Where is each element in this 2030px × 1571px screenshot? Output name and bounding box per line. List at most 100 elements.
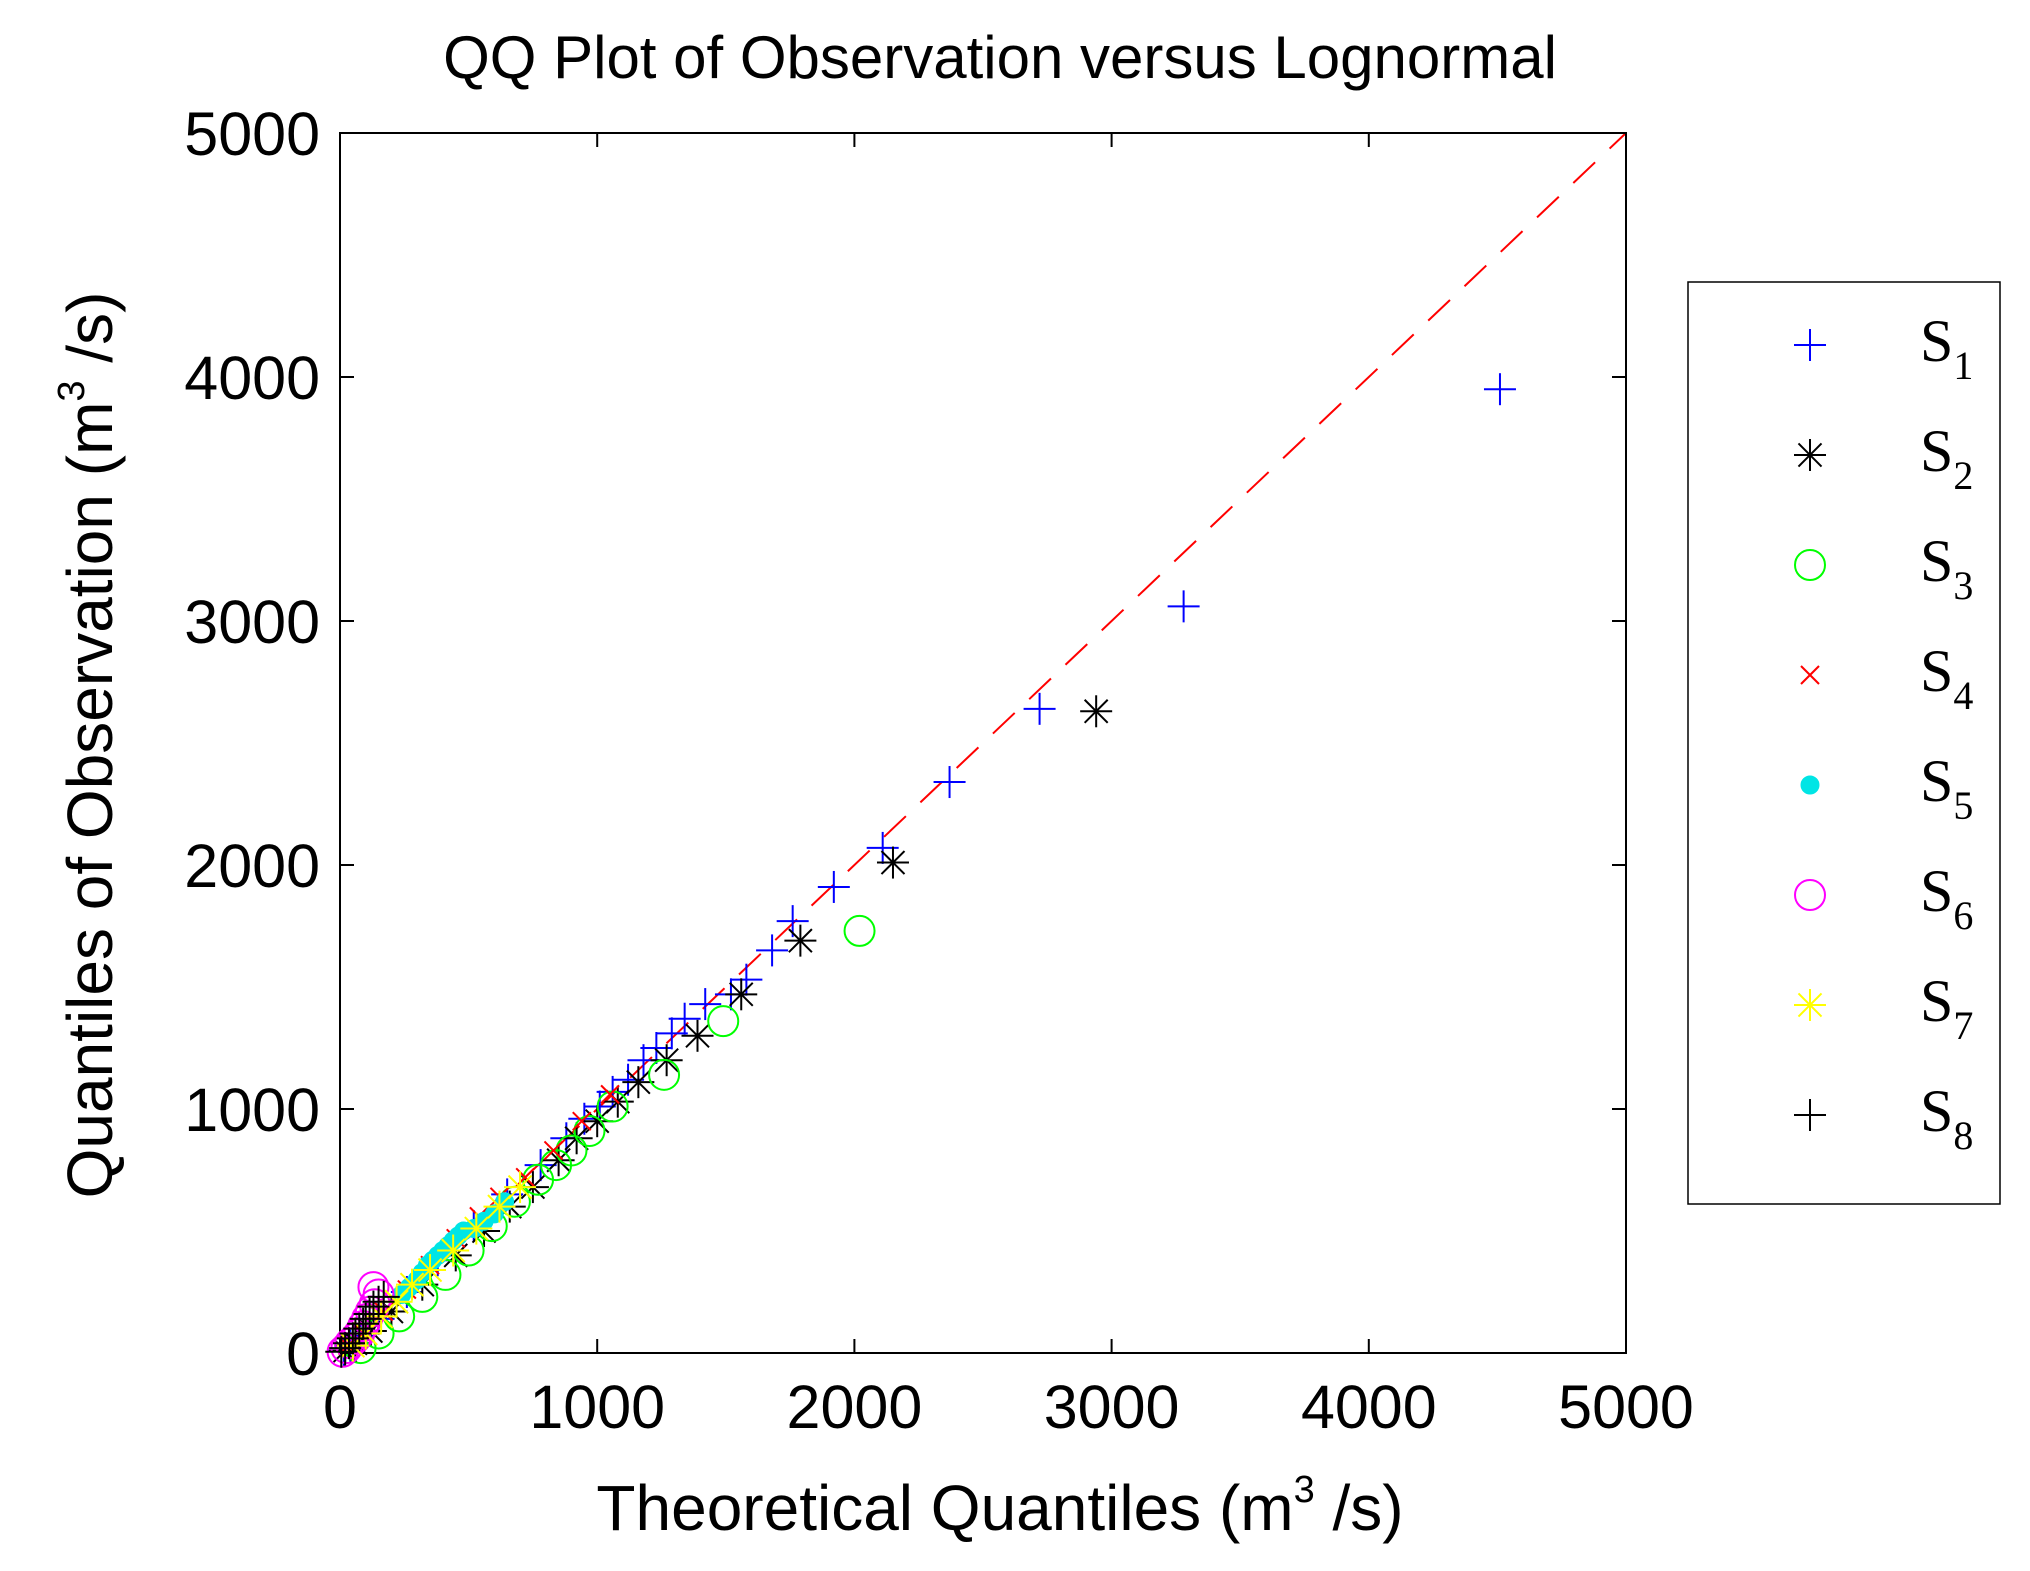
data-point bbox=[681, 1019, 714, 1052]
data-point bbox=[756, 934, 789, 967]
legend-marker bbox=[1794, 1099, 1826, 1131]
data-point bbox=[725, 978, 758, 1011]
data-point bbox=[362, 1285, 395, 1318]
legend-marker bbox=[1794, 989, 1826, 1021]
x-axis-label-prefix: Theoretical Quantiles (m bbox=[596, 1472, 1293, 1544]
legend-label-sub: 3 bbox=[1953, 563, 1973, 608]
x-tick-label: 4000 bbox=[1301, 1373, 1437, 1441]
legend-item: S8 bbox=[1794, 1078, 1973, 1158]
y-axis-label-suffix: /s) bbox=[54, 292, 126, 381]
y-tick-label: 5000 bbox=[184, 100, 320, 168]
y-axis-label: Quantiles of Observation (m3 /s) bbox=[51, 292, 126, 1199]
data-point bbox=[367, 1280, 400, 1313]
x-tick-label: 0 bbox=[323, 1373, 357, 1441]
y-tick-label: 0 bbox=[286, 1320, 320, 1388]
legend-label-name: S bbox=[1920, 858, 1953, 924]
legend-item: S7 bbox=[1794, 968, 1973, 1048]
legend-label: S2 bbox=[1920, 418, 1973, 498]
data-point bbox=[396, 1268, 429, 1301]
legend-marker bbox=[1794, 329, 1826, 361]
x-axis-label: Theoretical Quantiles (m3 /s) bbox=[596, 1469, 1403, 1544]
data-point bbox=[655, 1017, 688, 1050]
legend-label-name: S bbox=[1920, 308, 1953, 374]
data-point bbox=[876, 846, 909, 879]
data-point bbox=[572, 1111, 592, 1131]
data-point bbox=[784, 924, 817, 957]
legend-label-name: S bbox=[1920, 528, 1953, 594]
data-point bbox=[707, 1005, 740, 1038]
legend-label-sub: 4 bbox=[1953, 673, 1973, 718]
legend-label-sub: 6 bbox=[1953, 893, 1973, 938]
data-point bbox=[1167, 590, 1200, 623]
x-axis-ticks: 0 1000 2000 3000 4000 5000 bbox=[323, 133, 1694, 1441]
legend-label-name: S bbox=[1920, 748, 1953, 814]
legend-item: S3 bbox=[1794, 528, 1973, 608]
data-point bbox=[648, 1058, 681, 1091]
chart-title: QQ Plot of Observation versus Lognormal bbox=[443, 24, 1557, 91]
x-axis-label-sup: 3 bbox=[1294, 1469, 1315, 1511]
legend-label: S3 bbox=[1920, 528, 1973, 608]
y-axis-label-prefix: Quantiles of Observation (m bbox=[54, 402, 126, 1199]
legend-item: S4 bbox=[1800, 638, 1973, 718]
legend-label: S5 bbox=[1920, 748, 1973, 828]
legend-label: S6 bbox=[1920, 858, 1973, 938]
data-point bbox=[1080, 695, 1113, 728]
legend-label-sub: 1 bbox=[1953, 343, 1973, 388]
legend-label: S7 bbox=[1920, 968, 1973, 1048]
data-point bbox=[437, 1234, 470, 1267]
legend-label-sub: 8 bbox=[1953, 1113, 1973, 1158]
data-point bbox=[843, 914, 876, 947]
legend-marker bbox=[1800, 665, 1820, 685]
legend-marker bbox=[1794, 439, 1826, 471]
data-point bbox=[353, 1297, 386, 1330]
legend-label-sub: 2 bbox=[1953, 453, 1973, 498]
y-tick-label: 1000 bbox=[184, 1076, 320, 1144]
plot-area: 0 1000 2000 3000 4000 5000 0 1000 2000 3000 4000 5… bbox=[184, 100, 1694, 1441]
legend-marker bbox=[1800, 775, 1820, 795]
legend-item: S6 bbox=[1794, 858, 1973, 938]
y-axis-label-sup: 3 bbox=[51, 380, 93, 401]
data-point bbox=[414, 1254, 447, 1287]
legend-marker bbox=[1794, 879, 1826, 911]
data-point bbox=[504, 1171, 537, 1204]
legend-label-name: S bbox=[1920, 1078, 1953, 1144]
data-point bbox=[460, 1212, 493, 1245]
y-tick-label: 4000 bbox=[184, 344, 320, 412]
legend-marker bbox=[1794, 549, 1826, 581]
x-tick-label: 1000 bbox=[529, 1373, 665, 1441]
reference-line bbox=[339, 132, 1627, 1354]
data-point bbox=[555, 1134, 588, 1167]
legend-label-sub: 5 bbox=[1953, 783, 1973, 828]
data-point bbox=[543, 1140, 564, 1161]
data-point bbox=[668, 1002, 701, 1035]
legend-label-name: S bbox=[1920, 418, 1953, 484]
legend-item: S5 bbox=[1800, 748, 1973, 828]
legend-label: S8 bbox=[1920, 1078, 1973, 1158]
legend-label-name: S bbox=[1920, 638, 1953, 704]
data-point bbox=[933, 766, 966, 799]
legend-label: S4 bbox=[1920, 638, 1973, 718]
data-point bbox=[689, 988, 722, 1021]
data-point bbox=[817, 870, 850, 903]
data-point bbox=[600, 1084, 620, 1105]
data-point bbox=[1023, 692, 1056, 725]
x-tick-label: 5000 bbox=[1558, 1373, 1694, 1441]
legend-box bbox=[1687, 281, 2001, 1205]
x-axis-label-suffix: /s) bbox=[1315, 1472, 1404, 1544]
y-axis-ticks: 0 1000 2000 3000 4000 5000 bbox=[184, 100, 1626, 1388]
data-markers bbox=[325, 373, 1516, 1368]
data-point bbox=[349, 1302, 382, 1335]
legend-label: S1 bbox=[1920, 308, 1973, 388]
legend-label-name: S bbox=[1920, 968, 1953, 1034]
x-tick-label: 3000 bbox=[1044, 1373, 1180, 1441]
y-tick-label: 3000 bbox=[184, 588, 320, 656]
data-point bbox=[483, 1190, 516, 1223]
legend-item: S1 bbox=[1794, 308, 1973, 388]
legend-item: S2 bbox=[1794, 418, 1973, 498]
x-tick-label: 2000 bbox=[787, 1373, 923, 1441]
data-point bbox=[622, 1066, 655, 1099]
legend-label-sub: 7 bbox=[1953, 1003, 1973, 1048]
